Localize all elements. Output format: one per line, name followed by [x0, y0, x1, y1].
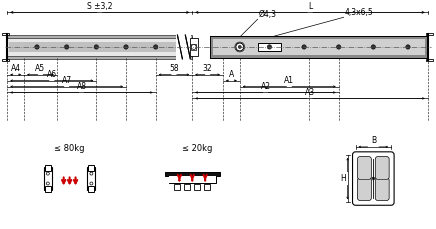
Text: S ±3,2: S ±3,2: [87, 2, 112, 11]
Circle shape: [406, 45, 410, 49]
Text: Ø4,3: Ø4,3: [259, 10, 276, 19]
Polygon shape: [210, 36, 428, 58]
Polygon shape: [45, 165, 51, 171]
Text: 58: 58: [169, 64, 179, 73]
Polygon shape: [190, 38, 198, 56]
Text: A1: A1: [284, 76, 294, 85]
Polygon shape: [204, 185, 210, 191]
Polygon shape: [177, 34, 191, 60]
FancyBboxPatch shape: [375, 157, 389, 179]
Circle shape: [238, 46, 241, 49]
Text: A: A: [229, 70, 234, 79]
Text: A8: A8: [76, 82, 86, 91]
Polygon shape: [169, 176, 216, 183]
Circle shape: [124, 45, 128, 49]
Text: L: L: [308, 2, 312, 11]
Circle shape: [337, 45, 341, 49]
FancyBboxPatch shape: [358, 157, 371, 179]
Circle shape: [94, 45, 99, 49]
Polygon shape: [7, 37, 192, 57]
Polygon shape: [89, 165, 94, 171]
Polygon shape: [184, 185, 190, 191]
Circle shape: [153, 45, 158, 49]
Text: H: H: [340, 174, 346, 183]
Circle shape: [371, 45, 375, 49]
FancyBboxPatch shape: [353, 152, 394, 205]
Polygon shape: [164, 172, 220, 183]
Polygon shape: [258, 43, 281, 51]
Polygon shape: [194, 185, 200, 191]
Circle shape: [191, 44, 196, 49]
Text: 32: 32: [203, 64, 212, 73]
Circle shape: [302, 45, 306, 49]
Circle shape: [90, 182, 93, 185]
Text: A4: A4: [10, 64, 21, 73]
Polygon shape: [7, 35, 192, 38]
Circle shape: [267, 45, 272, 49]
Text: 4,3x6,5: 4,3x6,5: [344, 8, 373, 17]
Text: ≤ 20kg: ≤ 20kg: [182, 144, 212, 153]
Circle shape: [35, 45, 39, 49]
Text: A5: A5: [35, 64, 45, 73]
Polygon shape: [87, 167, 95, 191]
Text: B: B: [371, 136, 376, 145]
Polygon shape: [213, 39, 425, 55]
Circle shape: [372, 177, 375, 180]
Polygon shape: [426, 59, 433, 61]
Circle shape: [236, 43, 244, 51]
Text: A3: A3: [305, 88, 315, 97]
Text: A2: A2: [260, 82, 270, 91]
Polygon shape: [2, 33, 9, 35]
Circle shape: [65, 45, 69, 49]
Polygon shape: [174, 185, 181, 191]
Polygon shape: [7, 56, 192, 59]
Circle shape: [46, 172, 49, 175]
Polygon shape: [89, 186, 94, 192]
Text: ≤ 80kg: ≤ 80kg: [54, 144, 85, 153]
Polygon shape: [44, 167, 52, 191]
FancyBboxPatch shape: [375, 178, 389, 200]
Polygon shape: [2, 59, 9, 61]
Circle shape: [90, 172, 93, 175]
Polygon shape: [45, 186, 51, 192]
FancyBboxPatch shape: [358, 178, 371, 200]
Polygon shape: [426, 33, 433, 35]
Text: A6: A6: [47, 70, 57, 79]
Polygon shape: [191, 44, 196, 50]
Text: A7: A7: [61, 76, 72, 85]
Circle shape: [46, 182, 49, 185]
Polygon shape: [9, 42, 190, 52]
